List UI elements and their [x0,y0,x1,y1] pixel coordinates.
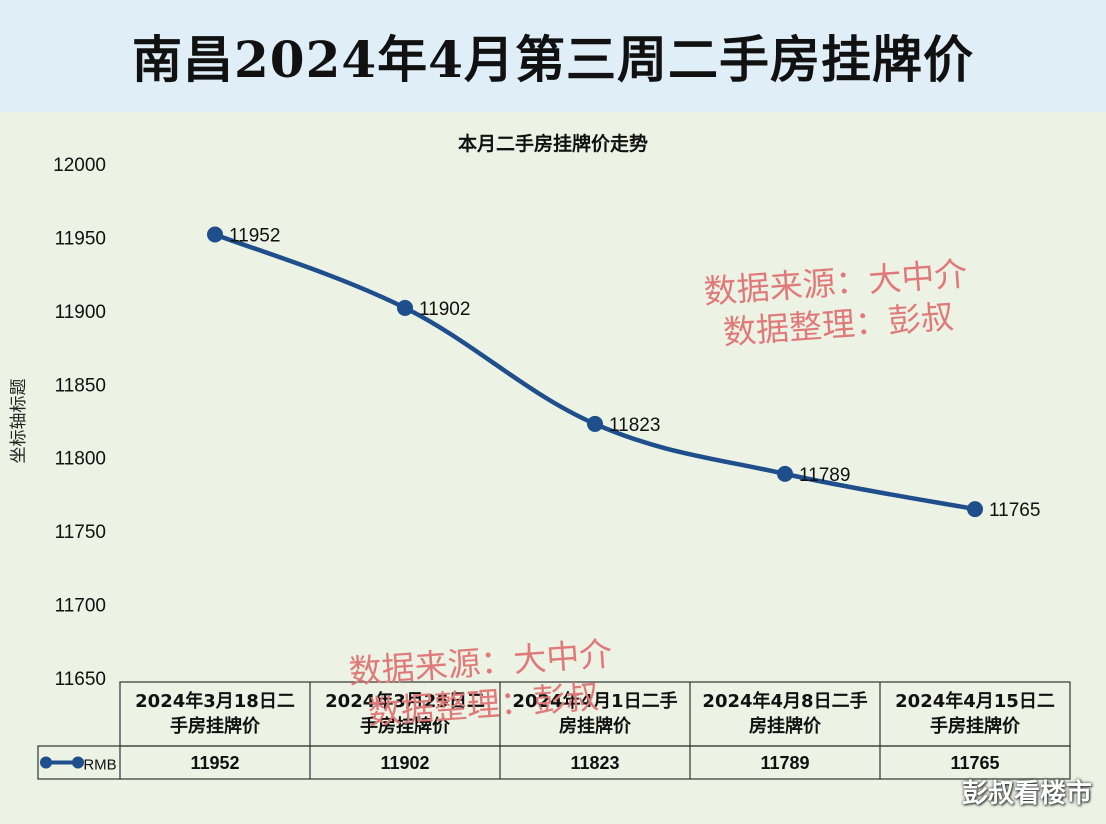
y-tick-label: 11850 [55,375,106,396]
data-point [397,299,413,316]
chart-title: 本月二手房挂牌价走势 [458,132,648,155]
x-category-label: 手房挂牌价 [930,715,1021,737]
x-category-label: 2024年4月8日二手 [702,690,867,712]
table-value: 11823 [570,753,619,773]
data-label: 11789 [799,465,850,486]
x-category-label: 手房挂牌价 [360,715,451,737]
table-value: 11765 [950,753,999,773]
table-data-row [37,745,1071,780]
page-title: 南昌2024年4月第三周二手房挂牌价 [132,30,974,89]
legend-marker [72,756,84,769]
y-tick-label: 11900 [55,302,106,323]
x-category-label: 2024年4月1日二手 [512,690,677,712]
y-tick-label: 12000 [53,155,106,176]
x-category-label: 2024年3月25日二 [325,690,485,712]
data-label: 11902 [419,299,470,320]
legend-series-name: RMB [83,757,116,774]
data-point [207,226,223,243]
legend-marker [40,756,52,769]
y-tick-label: 11700 [55,596,106,617]
chart-panel: 本月二手房挂牌价走势 12000 11950 11900 11850 11800 11750… [0,112,1106,824]
y-tick-label: 11800 [55,449,106,470]
data-point [587,415,603,432]
table-value: 11789 [760,753,809,773]
y-tick-label: 11950 [55,228,106,249]
x-category-label: 手房挂牌价 [170,715,261,737]
data-label: 11765 [989,500,1040,521]
y-tick-label: 11750 [55,522,106,543]
y-tick-label: 11650 [55,669,106,690]
table-value: 11952 [190,753,239,773]
data-point [777,465,793,482]
data-label: 11823 [609,415,660,436]
x-category-label: 房挂牌价 [559,715,632,737]
x-category-label: 2024年4月15日二 [895,690,1055,712]
data-label: 11952 [229,225,280,246]
y-axis-label: 坐标轴标题 [9,379,29,464]
x-category-label: 房挂牌价 [749,715,822,737]
line-chart: 本月二手房挂牌价走势 12000 11950 11900 11850 11800 11750… [9,132,1071,780]
brand-watermark: 彭叔看楼市 [961,779,1092,809]
x-category-label: 2024年3月18日二 [135,690,295,712]
table-value: 11902 [380,753,429,773]
data-point [967,501,983,518]
page-header: 南昌2024年4月第三周二手房挂牌价 [0,0,1106,112]
